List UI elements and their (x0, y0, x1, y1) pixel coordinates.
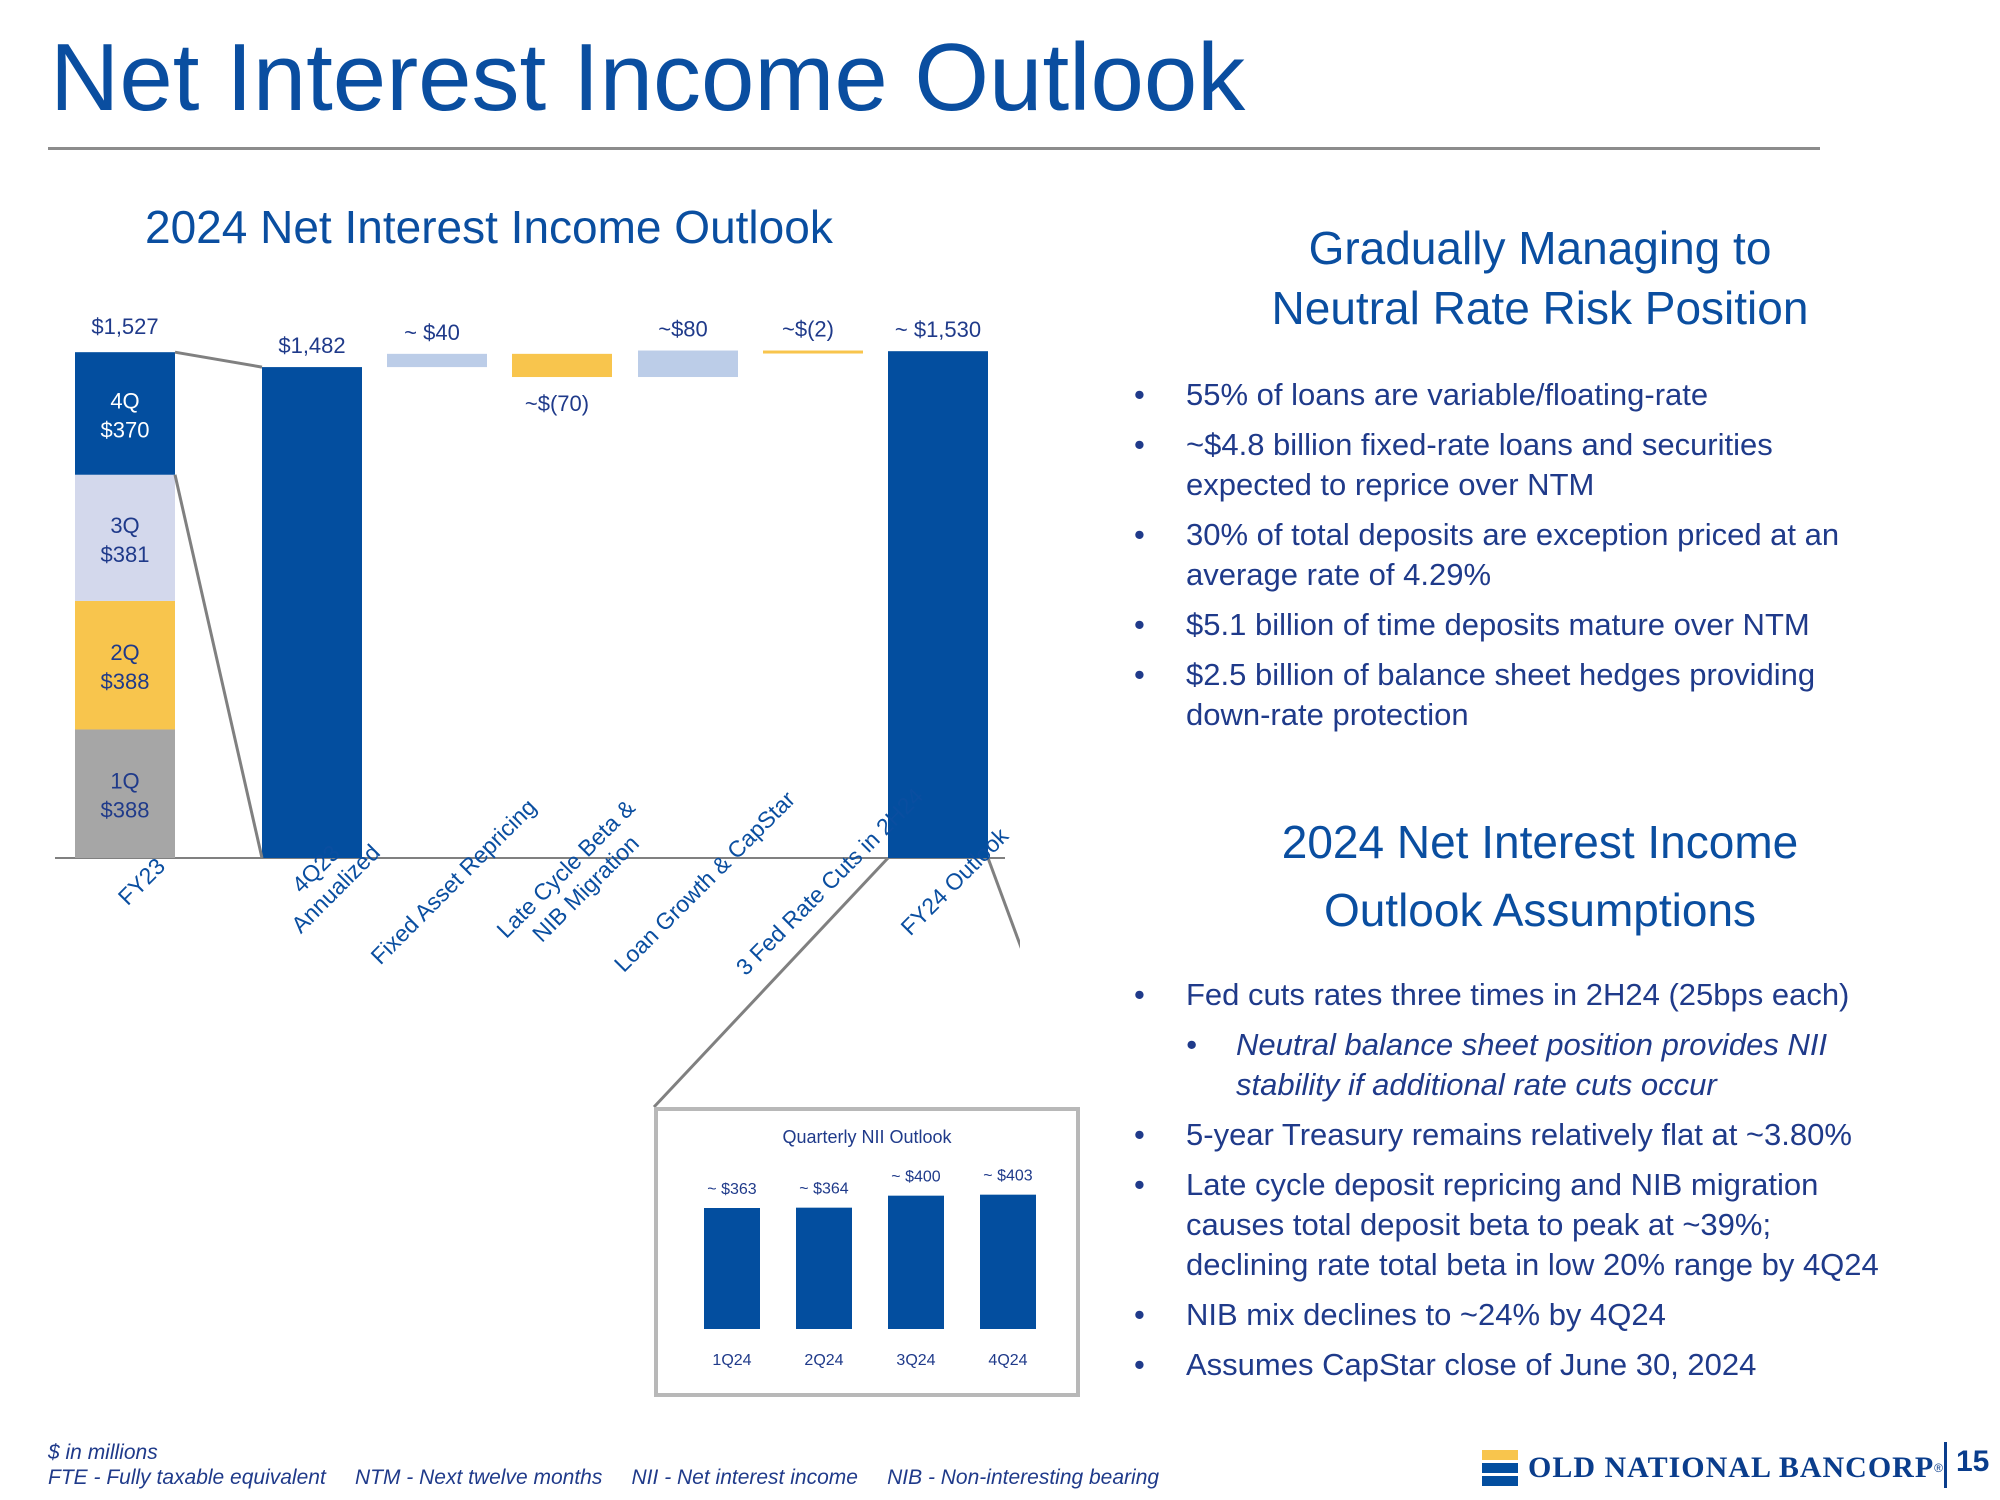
stack-segment-value: $388 (101, 669, 150, 694)
waterfall-bar-label: ~$(2) (782, 317, 834, 342)
risk-bullet-line: $5.1 billion of time deposits mature ove… (1186, 607, 1810, 642)
assumption-bullet: NIB mix declines to ~24% by 4Q24 (1120, 1295, 1980, 1335)
stack-segment-value: $370 (101, 417, 150, 442)
inset-category-label: 2Q24 (804, 1352, 843, 1369)
assumption-bullet: Late cycle deposit repricing and NIB mig… (1120, 1165, 1980, 1285)
inset-bar (980, 1194, 1036, 1329)
inset-bar-label: ~ $400 (891, 1169, 940, 1186)
stack-segment-label: 2Q (110, 640, 139, 665)
logo-stripes-icon (1482, 1450, 1518, 1486)
assumption-bullet: Assumes CapStar close of June 30, 2024 (1120, 1345, 1980, 1385)
page-number: 15 (1956, 1445, 1990, 1478)
assumptions-bullet-list: Fed cuts rates three times in 2H24 (25bp… (1120, 975, 1980, 1395)
assumptions-heading-line2: Outlook Assumptions (1323, 884, 1757, 936)
inset-bar-label: ~ $363 (707, 1181, 756, 1198)
risk-bullet: 30% of total deposits are exception pric… (1120, 515, 1980, 595)
company-logo: OLD NATIONAL BANCORP ® (1482, 1450, 1943, 1486)
stack-segment-value: $388 (101, 798, 150, 823)
waterfall-bar-label: ~$80 (658, 317, 708, 342)
waterfall-chart-title: 2024 Net Interest Income Outlook (145, 201, 833, 253)
connector-line (174, 350, 263, 369)
risk-bullet: 55% of loans are variable/floating-rate (1120, 375, 1980, 415)
inset-bar (704, 1208, 760, 1329)
stack-segment-4q (75, 352, 175, 475)
page-title: Net Interest Income Outlook (50, 24, 1246, 131)
assumption-bullet-line: stability if additional rate cuts occur (1236, 1067, 1717, 1102)
stack-segment-label: 4Q (110, 388, 139, 413)
risk-bullet-line: 55% of loans are variable/floating-rate (1186, 377, 1709, 412)
assumption-bullet: Neutral balance sheet position provides … (1120, 1025, 1980, 1105)
inset-category-label: 3Q24 (896, 1352, 935, 1369)
category-label-line: Fixed Asset Repricing (366, 794, 542, 970)
risk-heading: Gradually Managing to Neutral Rate Risk … (1160, 218, 1920, 338)
inset-chart-title: Quarterly NII Outlook (782, 1127, 952, 1147)
assumption-bullet-line: 5-year Treasury remains relatively flat … (1186, 1117, 1852, 1152)
risk-bullet: ~$4.8 billion fixed-rate loans and secur… (1120, 425, 1980, 505)
stack-total-label: $1,527 (91, 314, 158, 339)
stack-segment-3q (75, 474, 175, 601)
risk-bullet-line: down-rate protection (1186, 697, 1469, 732)
assumption-bullet-line: declining rate total beta in low 20% ran… (1186, 1247, 1879, 1282)
callout-line (986, 857, 1020, 949)
logo-text: OLD NATIONAL BANCORP (1528, 1451, 1935, 1484)
risk-bullet-line: expected to reprice over NTM (1186, 467, 1595, 502)
inset-category-label: 1Q24 (712, 1352, 751, 1369)
risk-bullet-line: $2.5 billion of balance sheet hedges pro… (1186, 657, 1816, 692)
risk-bullet: $2.5 billion of balance sheet hedges pro… (1120, 655, 1980, 735)
page-number-divider (1944, 1442, 1947, 1488)
risk-heading-line1: Gradually Managing to (1308, 222, 1772, 274)
quarterly-nii-inset: Quarterly NII Outlook ~ $363 1Q24 ~ $364 2Q2… (654, 1107, 1080, 1397)
waterfall-bar (763, 350, 863, 354)
assumption-bullet-line: Late cycle deposit repricing and NIB mig… (1186, 1167, 1819, 1202)
stack-segment-value: $381 (101, 542, 150, 567)
inset-bar (796, 1207, 852, 1329)
category-label: FY23 (113, 853, 170, 910)
units-note: $ in millions (48, 1441, 158, 1464)
waterfall-bar (512, 353, 612, 378)
assumption-bullet: 5-year Treasury remains relatively flat … (1120, 1115, 1980, 1155)
inset-bar-label: ~ $364 (799, 1181, 848, 1198)
category-label-line: FY23 (113, 853, 170, 910)
assumption-bullet-line: NIB mix declines to ~24% by 4Q24 (1186, 1297, 1666, 1332)
assumptions-heading: 2024 Net Interest Income Outlook Assumpt… (1160, 808, 1920, 944)
glossary-note: FTE - Fully taxable equivalent NTM - Nex… (48, 1466, 1160, 1489)
stack-segment-2q (75, 600, 175, 730)
risk-bullet: $5.1 billion of time deposits mature ove… (1120, 605, 1980, 645)
waterfall-bar (262, 367, 362, 858)
registered-mark: ® (1934, 1461, 1943, 1475)
waterfall-bar (638, 350, 738, 378)
assumption-bullet-line: Assumes CapStar close of June 30, 2024 (1186, 1347, 1757, 1382)
waterfall-bar-label: ~$(70) (525, 391, 589, 416)
risk-heading-line2: Neutral Rate Risk Position (1271, 282, 1809, 334)
risk-bullet-line: 30% of total deposits are exception pric… (1186, 517, 1840, 552)
connector-line (173, 474, 264, 859)
assumption-bullet: Fed cuts rates three times in 2H24 (25bp… (1120, 975, 1980, 1015)
title-divider (48, 147, 1820, 150)
inset-bar (888, 1195, 944, 1329)
assumption-bullet-line: causes total deposit beta to peak at ~39… (1186, 1207, 1772, 1242)
category-label: Fixed Asset Repricing (366, 794, 542, 970)
stack-segment-1q (75, 729, 175, 858)
quarterly-nii-chart: Quarterly NII Outlook ~ $363 1Q24 ~ $364 2Q2… (704, 1127, 1036, 1369)
stack-segment-label: 1Q (110, 769, 139, 794)
inset-bar-label: ~ $403 (983, 1168, 1032, 1185)
waterfall-bar-label: ~ $40 (404, 320, 460, 345)
waterfall-bar (387, 353, 487, 368)
assumption-bullet-line: Neutral balance sheet position provides … (1236, 1027, 1828, 1062)
inset-category-label: 4Q24 (988, 1352, 1027, 1369)
waterfall-bar-label: ~ $1,530 (895, 317, 981, 342)
assumption-bullet-line: Fed cuts rates three times in 2H24 (25bp… (1186, 977, 1850, 1012)
risk-bullet-line: ~$4.8 billion fixed-rate loans and secur… (1186, 427, 1773, 462)
risk-bullet-list: 55% of loans are variable/floating-rate ~… (1120, 375, 1980, 745)
waterfall-bar (888, 351, 988, 858)
waterfall-chart: 1Q $388 2Q $388 3Q $381 4Q $370 $1,527 $1,482 ~ $4… (55, 314, 1020, 1109)
callout-line (652, 856, 890, 1109)
stack-segment-label: 3Q (110, 513, 139, 538)
assumptions-heading-line1: 2024 Net Interest Income (1281, 816, 1799, 868)
waterfall-bar-label: $1,482 (278, 333, 345, 358)
risk-bullet-line: average rate of 4.29% (1186, 557, 1492, 592)
